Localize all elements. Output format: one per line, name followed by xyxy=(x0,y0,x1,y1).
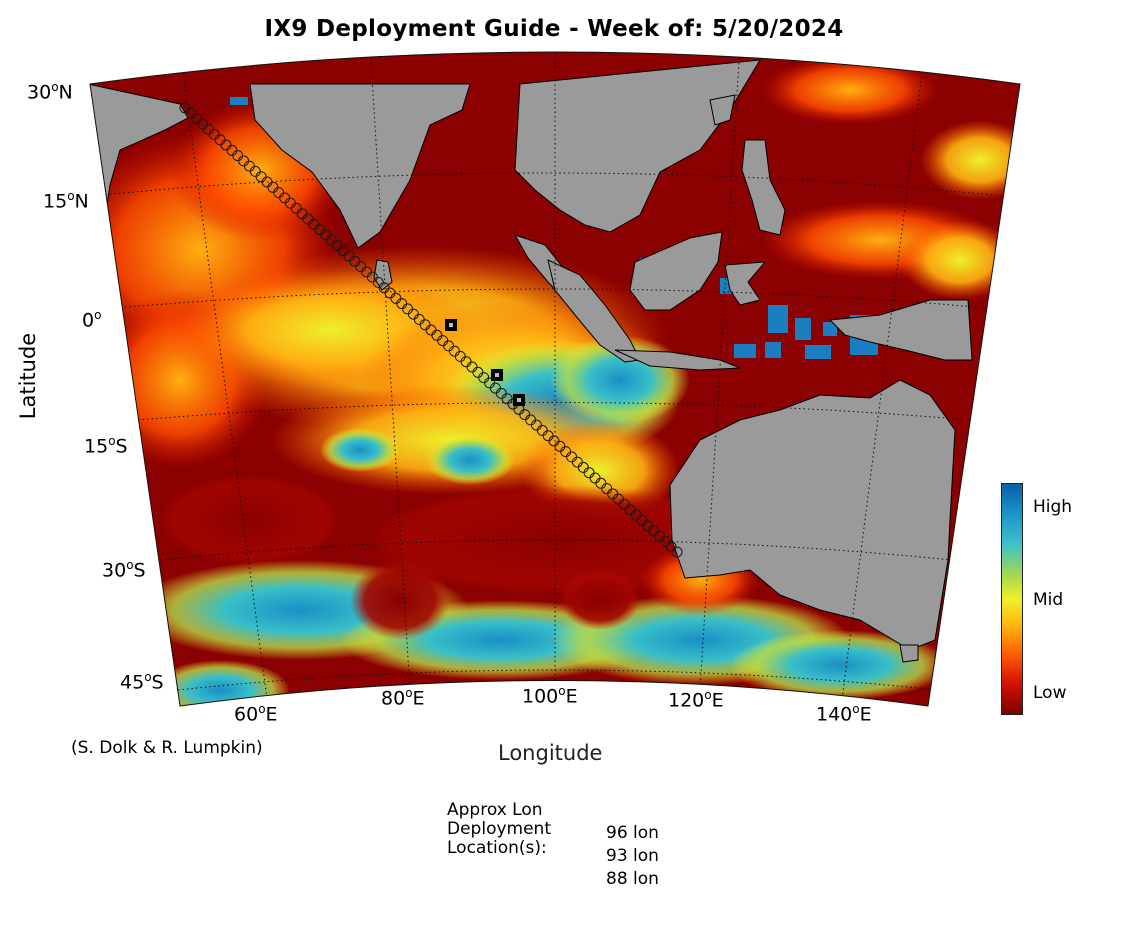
x-axis-label: Longitude xyxy=(498,741,603,765)
colorbar-label-high: High xyxy=(1033,497,1073,517)
lon-tick-140e: 140oE xyxy=(816,702,872,726)
lat-tick-0: 0o xyxy=(82,308,102,332)
lon-tick-120e: 120oE xyxy=(668,688,724,712)
map-field xyxy=(90,52,1020,706)
land xyxy=(90,59,973,663)
lon-tick-80e: 80oE xyxy=(381,686,425,710)
ship-track xyxy=(179,102,683,558)
y-axis-label: Latitude xyxy=(16,332,40,420)
longitude-gridlines xyxy=(179,52,926,706)
lat-tick-30s: 30oS xyxy=(102,558,146,582)
track-point xyxy=(671,546,683,558)
lat-tick-30n: 30oN xyxy=(27,80,73,104)
lat-tick-15n: 15oN xyxy=(43,189,89,213)
deployment-markers xyxy=(445,319,525,406)
lon-tick-100e: 100oE xyxy=(522,684,578,708)
deployment-locations: 96 lon 93 lon 88 lon xyxy=(606,822,659,891)
colorbar-label-mid: Mid xyxy=(1033,590,1064,610)
lat-tick-15s: 15oS xyxy=(84,434,128,458)
colorbar-label-low: Low xyxy=(1033,683,1067,703)
latitude-gridlines xyxy=(91,172,1003,691)
credit-text: (S. Dolk & R. Lumpkin) xyxy=(71,738,263,758)
map-frame xyxy=(89,51,1021,707)
map-title: IX9 Deployment Guide - Week of: 5/20/202… xyxy=(264,16,844,42)
colorbar xyxy=(1001,483,1023,715)
lat-tick-45s: 45oS xyxy=(120,670,164,694)
lon-tick-60e: 60oE xyxy=(234,702,278,726)
deployment-heading: Approx Lon Deployment Location(s): xyxy=(447,800,551,858)
deployment-location-item: 88 lon xyxy=(606,869,659,889)
deployment-location-item: 93 lon xyxy=(606,846,659,866)
deployment-location-item: 96 lon xyxy=(606,823,659,843)
